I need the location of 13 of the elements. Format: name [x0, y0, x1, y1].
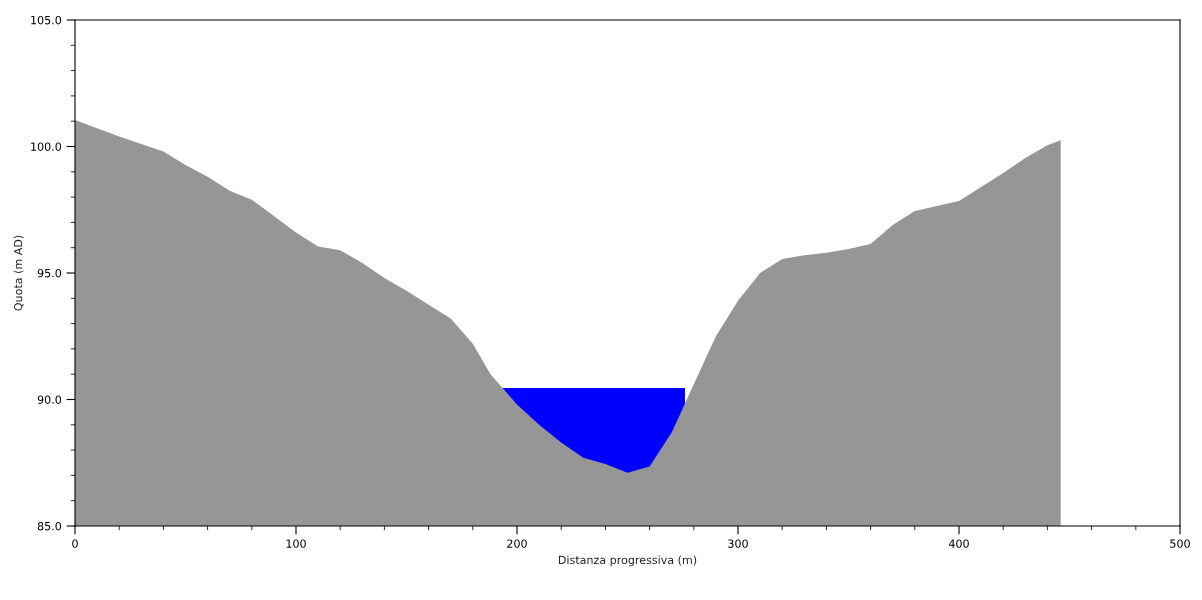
y-axis-title: Quota (m AD) — [13, 235, 24, 311]
x-tick-label: 300 — [728, 539, 748, 548]
x-axis-title: Distanza progressiva (m) — [558, 555, 697, 567]
y-tick-label: 95.0 — [37, 268, 62, 278]
x-tick-label: 200 — [507, 539, 527, 548]
y-tick-label: 90.0 — [37, 395, 62, 404]
y-tick-label: 100.0 — [31, 142, 62, 151]
y-tick-label: 85.0 — [37, 521, 62, 531]
x-tick-label: 400 — [948, 539, 969, 548]
y-tick-label: 105.0 — [31, 15, 62, 25]
x-tick-label: 500 — [1170, 539, 1190, 548]
x-tick-label: 100 — [286, 539, 306, 548]
x-tick-label: 0 — [72, 539, 78, 548]
